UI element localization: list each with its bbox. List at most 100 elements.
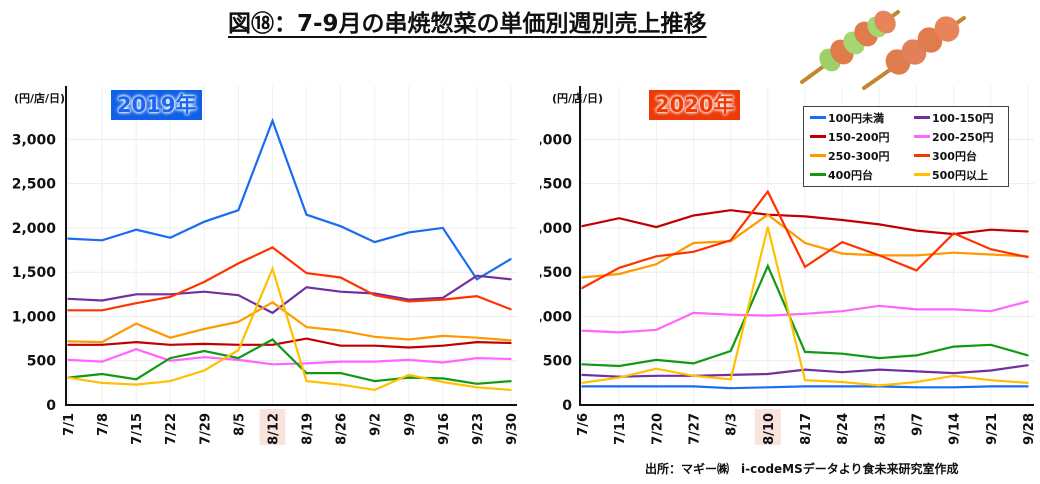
data-point [804,368,806,371]
data-point [990,228,992,231]
data-point [804,242,806,244]
yakitori-skewers-icon [800,10,966,90]
data-point [878,305,881,307]
data-point [407,346,410,349]
data-point [952,374,955,377]
data-point [581,382,583,384]
data-point [581,374,583,376]
x-tick-label: 8/17 [799,413,814,445]
data-point [729,313,732,316]
data-point [407,338,410,341]
data-point [618,266,620,269]
x-tick-label: 7/20 [650,413,665,445]
data-point [618,385,620,388]
data-point [618,331,620,334]
data-point [442,335,444,337]
data-point [67,237,69,240]
data-point [915,370,918,373]
data-point [237,357,240,359]
data-point [373,344,376,347]
x-tick-label: 8/3 [725,413,740,436]
data-point [237,349,240,351]
data-point [271,312,274,314]
data-point [101,299,103,302]
highlight-band [754,409,781,445]
legend-item: 400円台 [804,165,908,184]
data-point [618,217,620,220]
data-point [476,336,478,339]
y-tick-label: 2,500 [540,177,572,193]
data-point [339,360,342,363]
series-line [68,337,512,349]
data-point [305,362,308,365]
y-tick-label: 1,500 [12,265,57,281]
data-point [476,341,478,343]
data-point [135,383,137,386]
y-tick-label: 500 [543,354,572,370]
chart-title-2020: 2020年 [649,90,741,120]
data-point [476,295,478,297]
legend-label: 300円台 [932,149,977,163]
legend-label: 100-150円 [932,111,994,125]
chart-2019: 0 500 1,000 1,500 2,000 2,500 3,000 7/1 7/8 7/15 7… [12,86,520,445]
data-point [581,363,583,366]
highlight-band [259,409,286,445]
data-point [407,376,410,379]
data-point [655,385,658,388]
data-point [990,344,992,346]
data-point [841,381,843,383]
data-point [203,328,206,330]
data-point [1027,230,1029,233]
data-point [67,359,69,361]
legend-item: 100円未満 [804,108,908,127]
x-tick-label: 9/30 [505,413,520,445]
data-point [373,294,376,297]
data-point [67,376,69,379]
y-tick-label: 0 [562,398,572,414]
data-point [101,382,103,384]
data-point [692,385,695,388]
data-point [237,209,240,212]
data-point [729,239,732,242]
data-point [135,378,137,381]
data-point [203,220,206,223]
data-point [271,344,274,346]
data-point [915,269,918,272]
legend-label: 500円以上 [932,168,988,182]
data-point [237,359,240,361]
x-tick-label: 8/5 [232,413,247,436]
data-point [841,352,843,355]
data-point [692,251,695,253]
series-line [67,265,512,392]
data-point [373,360,376,363]
source-note: 出所：マギー㈱ i-codeMSデータより食未来研究室作成 [645,462,959,476]
data-point [373,380,376,382]
x-tick-label: 8/12 [266,413,281,445]
data-point [373,241,376,243]
data-point [442,344,444,347]
data-point [135,341,137,343]
data-point [407,231,410,234]
data-point [510,389,512,391]
data-point [655,374,658,377]
data-point [952,345,955,348]
legend-swatch [914,154,930,157]
data-point [169,357,172,359]
legend-item: 150-200円 [804,127,908,146]
x-tick-label: 7/22 [164,413,179,445]
legend-item: 100-150円 [908,108,1008,127]
data-point [729,350,732,352]
data-point [1027,385,1029,388]
data-point [990,379,992,382]
data-point [841,252,843,255]
data-point [476,274,478,277]
x-tick-label: 7/13 [613,413,628,445]
data-point [169,236,172,239]
data-point [135,348,137,351]
data-point [169,296,172,298]
series-line [67,348,512,366]
series-line [67,300,512,344]
data-point [878,223,881,226]
data-point [305,286,308,289]
data-point [169,344,172,346]
